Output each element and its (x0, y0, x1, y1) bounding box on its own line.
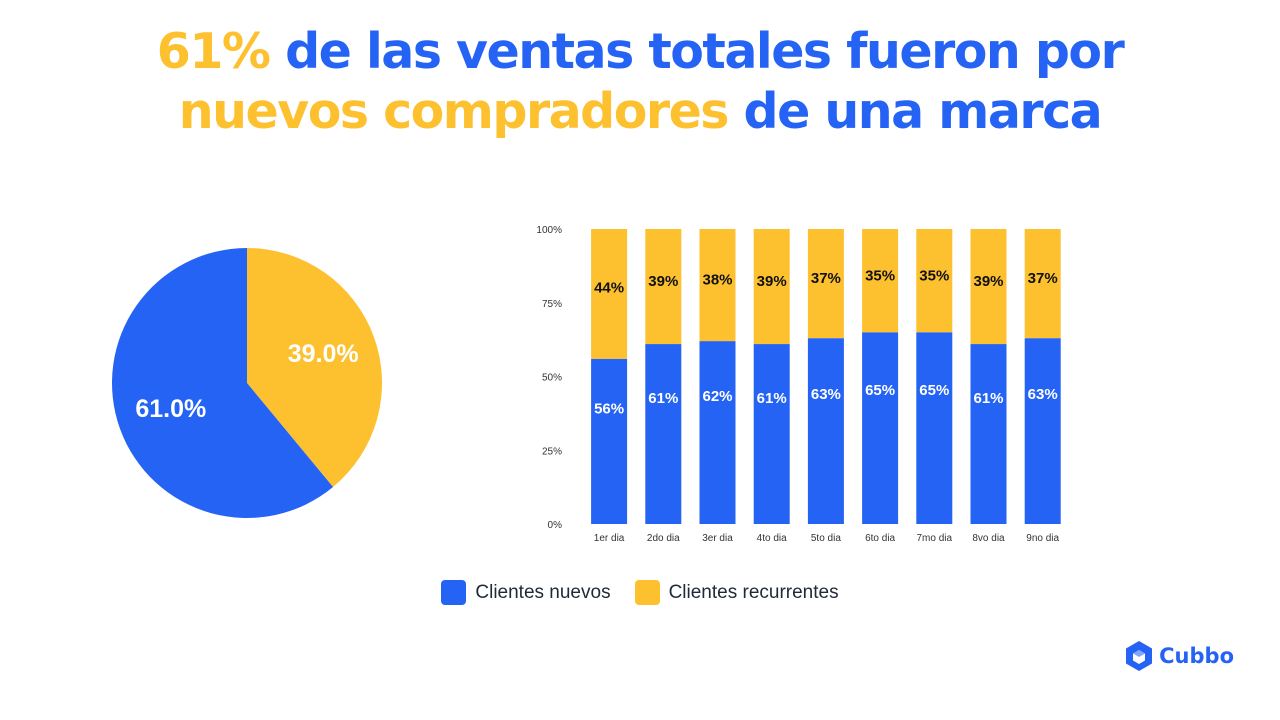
x-tick-label: 8vo dia (972, 533, 1005, 544)
bar-data-label: 65% (865, 382, 895, 399)
y-tick-label: 50% (542, 373, 562, 384)
cubbo-logo: Cubbo (1124, 640, 1234, 672)
bar-data-label: 35% (919, 267, 949, 284)
x-tick-label: 9no dia (1026, 533, 1059, 544)
x-tick-label: 6to dia (865, 533, 895, 544)
bar-data-label: 65% (919, 382, 949, 399)
legend-item-nuevos: Clientes nuevos (441, 580, 611, 605)
bar-data-label: 63% (1028, 386, 1058, 403)
headline: 61% de las ventas totales fueron por nue… (0, 22, 1280, 142)
bar-segment (807, 338, 844, 524)
bar-data-label: 39% (757, 273, 787, 290)
bar-segment (970, 344, 1007, 524)
x-tick-label: 4to dia (757, 533, 787, 544)
x-tick-label: 2do dia (647, 533, 680, 544)
pie-slice-label: 39.0% (288, 340, 359, 368)
headline-line-2: nuevos compradores de una marca (0, 82, 1280, 142)
headline-text-1: de las ventas totales fueron por (285, 23, 1125, 80)
bar-data-label: 56% (594, 400, 624, 417)
bar-data-label: 61% (648, 390, 678, 407)
bar-data-label: 37% (1028, 270, 1058, 287)
legend-label-nuevos: Clientes nuevos (475, 581, 611, 603)
bar-segment (699, 341, 736, 524)
bar-segment (753, 229, 790, 345)
bar-segment (645, 344, 682, 524)
bar-data-label: 39% (973, 273, 1003, 290)
bar-data-label: 62% (702, 388, 732, 405)
bar-segment (1024, 229, 1061, 339)
headline-line-1: 61% de las ventas totales fueron por (0, 22, 1280, 82)
bar-segment (1024, 338, 1061, 524)
bar-segment (753, 344, 790, 524)
bar-segment (862, 332, 899, 524)
logo-text: Cubbo (1159, 644, 1234, 668)
y-tick-label: 25% (542, 446, 562, 457)
headline-text-2: de una marca (743, 83, 1103, 140)
bar-data-label: 35% (865, 267, 895, 284)
bar-data-label: 61% (973, 390, 1003, 407)
bar-segment (591, 229, 628, 359)
y-tick-label: 75% (542, 299, 562, 310)
bar-segment (591, 358, 628, 524)
y-tick-label: 0% (548, 520, 563, 531)
legend-swatch-yellow (634, 580, 660, 605)
bar-data-label: 37% (811, 270, 841, 287)
cube-icon (1126, 641, 1153, 671)
pie-chart: 39.0% 61.0% (111, 248, 382, 518)
bar-data-label: 63% (811, 386, 841, 403)
pie-slice (247, 248, 382, 488)
bar-data-label: 61% (757, 390, 787, 407)
pie-slice-label: 61.0% (135, 395, 206, 423)
bar-data-label: 38% (702, 271, 732, 288)
bar-segment (916, 332, 953, 524)
headline-highlight-buyers: nuevos compradores (178, 83, 730, 140)
x-tick-label: 3er dia (702, 533, 733, 544)
x-tick-label: 7mo dia (917, 533, 953, 544)
legend: Clientes nuevos Clientes recurrentes (0, 580, 1280, 605)
legend-label-recurrentes: Clientes recurrentes (668, 581, 839, 603)
legend-item-recurrentes: Clientes recurrentes (634, 580, 839, 605)
bar-segment (807, 229, 844, 339)
pie-slice (111, 248, 334, 518)
stacked-bar-chart: 0% 25% 50% 75% 100% 56% 44% 1er dia 61% 39% 2do di… (536, 225, 1061, 544)
bar-segment (699, 229, 736, 342)
bar-data-label: 39% (648, 273, 678, 290)
bar-segment (970, 229, 1007, 345)
bar-data-label: 44% (594, 279, 624, 296)
headline-highlight-percent: 61% (156, 23, 271, 80)
bar-segment (862, 229, 899, 333)
legend-swatch-blue (441, 580, 467, 605)
x-tick-label: 5to dia (811, 533, 841, 544)
bar-segment (916, 229, 953, 333)
bar-segment (645, 229, 682, 345)
y-tick-label: 100% (536, 225, 562, 236)
x-tick-label: 1er dia (594, 533, 625, 544)
